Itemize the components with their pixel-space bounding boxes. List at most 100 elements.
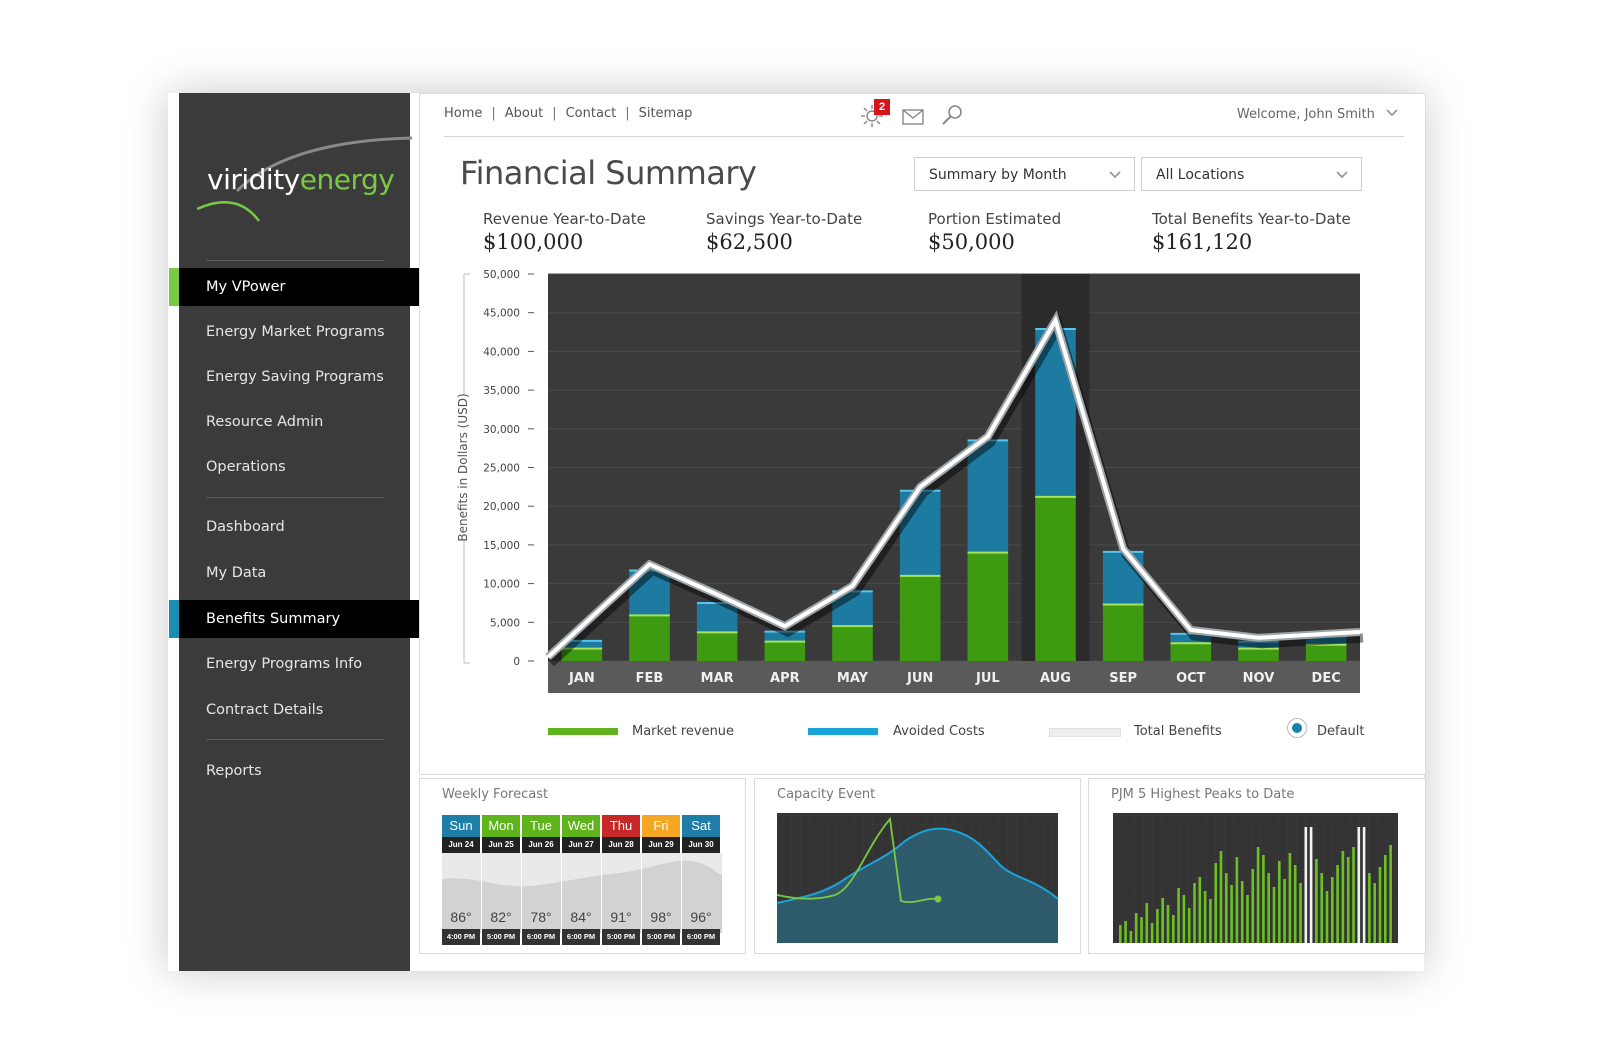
sidebar-item-energy-market-programs[interactable]: Energy Market Programs	[179, 313, 410, 351]
peak-bar	[1198, 877, 1202, 943]
y-tick-label: 5,000	[490, 617, 520, 629]
stat-revenue: Revenue Year-to-Date $100,000	[483, 210, 646, 254]
forecast-day-name: Sat	[682, 815, 720, 837]
peaks-chart	[1113, 813, 1398, 943]
capacity-chart	[776, 813, 1059, 943]
sidebar-item-label: Benefits Summary	[206, 611, 341, 627]
nav-link-sitemap[interactable]: Sitemap	[638, 106, 693, 121]
chevron-down-icon	[1109, 171, 1121, 179]
forecast-day[interactable]: Tue Jun 26 78° 6:00 PM	[522, 815, 560, 953]
forecast-separator	[641, 853, 642, 933]
peak-bar	[1336, 865, 1339, 943]
x-tick-label: NOV	[1243, 671, 1275, 686]
forecast-day-date: Jun 25	[482, 837, 520, 853]
notification-badge: 2	[874, 99, 890, 115]
sidebar-item-resource-admin[interactable]: Resource Admin	[179, 403, 410, 441]
widget-capacity-event[interactable]: Capacity Event	[754, 778, 1081, 954]
notification-button[interactable]: 2	[860, 99, 890, 128]
location-select[interactable]: All Locations	[1141, 157, 1362, 191]
bar-avoided-costs	[1170, 633, 1212, 644]
sidebar-divider	[206, 260, 384, 261]
bar-market-revenue	[1305, 644, 1347, 661]
x-axis-band	[548, 661, 1360, 693]
widget-pjm-peaks[interactable]: PJM 5 Highest Peaks to Date	[1088, 778, 1426, 954]
stat-savings: Savings Year-to-Date $62,500	[706, 210, 862, 254]
period-select[interactable]: Summary by Month	[914, 157, 1135, 191]
legend-swatch-avoided	[808, 728, 878, 735]
forecast-day[interactable]: Sat Jun 30 96° 6:00 PM	[682, 815, 720, 953]
main-panel: Home | About | Contact | Sitemap 2 Welcome, Jo…	[419, 93, 1426, 775]
forecast-day[interactable]: Wed Jun 27 84° 6:00 PM	[562, 815, 600, 953]
peak-bar	[1156, 909, 1159, 943]
widget-title: Weekly Forecast	[442, 787, 549, 802]
bar-market-revenue	[899, 575, 941, 661]
forecast-day-time: 4:00 PM	[442, 929, 480, 945]
peak-bar	[1177, 888, 1180, 943]
nav-link-home[interactable]: Home	[444, 106, 483, 121]
forecast-day-temp: 84°	[570, 909, 592, 925]
sidebar-item-energy-programs-info[interactable]: Energy Programs Info	[179, 645, 410, 683]
forecast-day-date: Jun 27	[562, 837, 600, 853]
sidebar-item-label: Energy Programs Info	[206, 656, 363, 672]
total-benefits-line-shadow	[547, 315, 1364, 667]
forecast-day[interactable]: Sun Jun 24 86° 4:00 PM	[442, 815, 480, 953]
peak-bar	[1187, 908, 1191, 943]
sidebar-item-my-data[interactable]: My Data	[179, 554, 410, 592]
user-menu[interactable]: Welcome, John Smith	[1237, 107, 1399, 122]
bar-avoided-costs	[561, 640, 603, 649]
peak-bar	[1384, 855, 1387, 943]
nav-separator: |	[552, 106, 557, 121]
forecast-day-time: 5:00 PM	[642, 929, 680, 945]
legend-avoided-costs: Avoided Costs	[893, 724, 985, 739]
sidebar-item-label: Reports	[206, 763, 262, 779]
sidebar-item-reports[interactable]: Reports	[179, 752, 410, 790]
forecast-day-name: Fri	[642, 815, 680, 837]
bar-market-revenue	[1238, 648, 1279, 661]
period-select-value: Summary by Month	[929, 167, 1067, 183]
sidebar-item-benefits-summary[interactable]: Benefits Summary	[169, 600, 430, 638]
widget-weekly-forecast[interactable]: Weekly Forecast Sun Jun 24 86° 4:00 PM Mon Ju…	[419, 778, 746, 954]
peak-bar	[1368, 873, 1371, 943]
sidebar-divider	[206, 739, 384, 740]
peak-bar	[1293, 865, 1297, 943]
peak-bar	[1172, 915, 1175, 943]
forecast-day[interactable]: Fri Jun 29 98° 5:00 PM	[642, 815, 680, 953]
sidebar-item-label: Resource Admin	[206, 414, 324, 430]
chevron-down-icon	[1386, 109, 1398, 117]
peak-bar	[1373, 883, 1376, 943]
peak-bar	[1134, 913, 1138, 943]
nav-link-contact[interactable]: Contact	[565, 106, 617, 121]
bar-avoided-costs	[967, 440, 1009, 553]
page-title: Financial Summary	[460, 154, 757, 192]
mail-button[interactable]	[900, 100, 928, 128]
bar-market-revenue	[1102, 604, 1144, 661]
x-tick-label: FEB	[636, 671, 664, 686]
forecast-day[interactable]: Mon Jun 25 82° 5:00 PM	[482, 815, 520, 953]
sidebar-item-contract-details[interactable]: Contract Details	[179, 691, 410, 729]
default-radio[interactable]	[1287, 718, 1307, 738]
benefits-chart: 50,000 45,000 40,000 35,000 30,000 25,000 20,0…	[456, 269, 1364, 693]
legend-market-revenue: Market revenue	[632, 724, 735, 739]
peak-bar	[1150, 923, 1154, 943]
sidebar: viridityenergy My VPower Energy Market P…	[169, 93, 430, 971]
forecast-separator	[561, 853, 562, 933]
search-button[interactable]	[938, 100, 966, 128]
forecast-separator	[601, 853, 602, 933]
sidebar-item-dashboard[interactable]: Dashboard	[179, 508, 410, 546]
nav-link-about[interactable]: About	[504, 106, 544, 121]
forecast-day-name: Wed	[562, 815, 600, 837]
peak-bar	[1341, 851, 1345, 943]
peak-bar	[1161, 898, 1164, 943]
brand-logo[interactable]: viridityenergy	[197, 133, 417, 233]
x-tick-label: DEC	[1312, 671, 1341, 686]
sidebar-item-energy-saving-programs[interactable]: Energy Saving Programs	[179, 358, 410, 396]
sidebar-item-my-vpower[interactable]: My VPower	[169, 268, 420, 306]
forecast-day-time: 5:00 PM	[482, 929, 520, 945]
sidebar-item-label: My Data	[206, 565, 267, 581]
y-tick-label: 10,000	[483, 579, 520, 591]
forecast-day[interactable]: Thu Jun 28 91° 5:00 PM	[602, 815, 640, 953]
peak-bar	[1251, 869, 1255, 943]
bar-market-revenue	[561, 648, 603, 661]
sidebar-item-label: Contract Details	[206, 702, 324, 718]
sidebar-item-operations[interactable]: Operations	[179, 448, 410, 486]
